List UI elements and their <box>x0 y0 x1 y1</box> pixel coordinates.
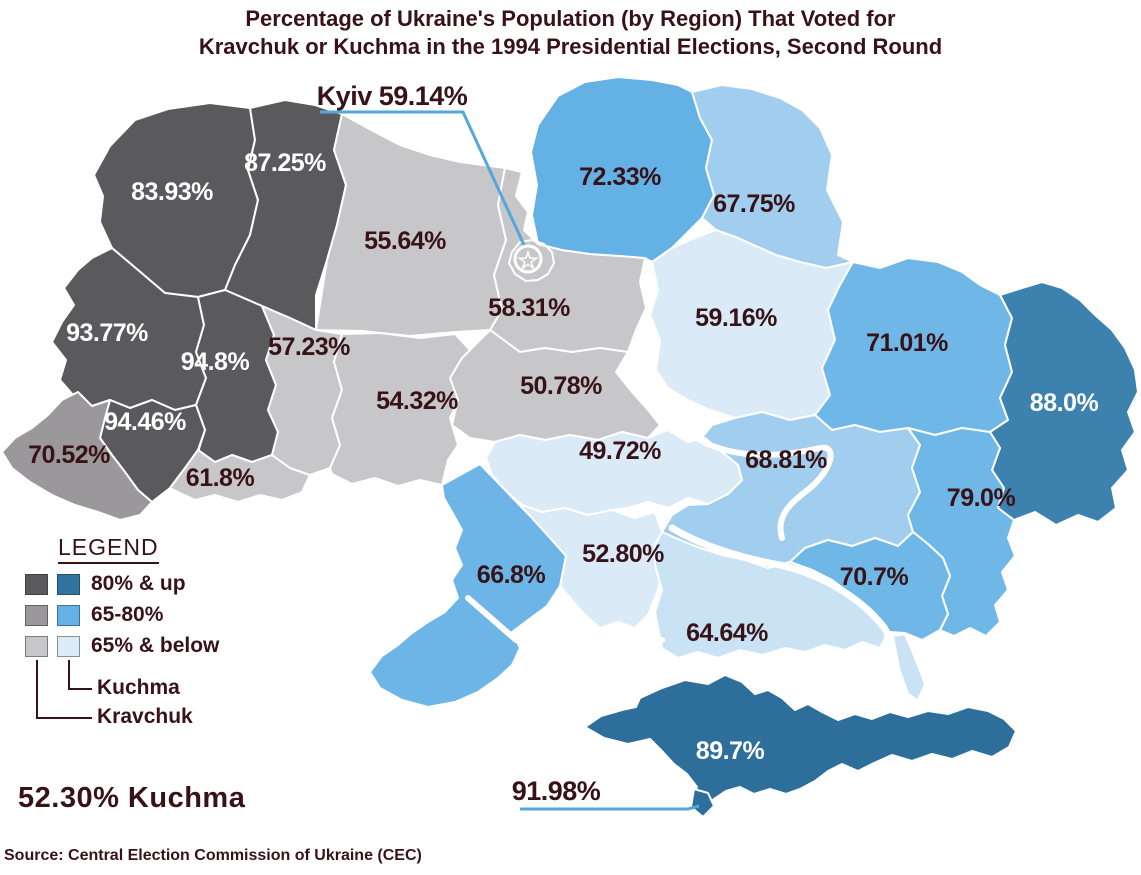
label-volyn: 83.93% <box>131 178 213 206</box>
legend-label-65-below: 65% & below <box>91 634 220 657</box>
label-khmelnytskyi: 57.23% <box>268 333 350 361</box>
label-donetsk: 79.0% <box>947 484 1016 512</box>
region-chernihiv <box>530 76 715 263</box>
legend-label-65-80: 65-80% <box>91 603 164 626</box>
swatch-kravchuk-light <box>25 635 48 657</box>
overall-result: 52.30% Kuchma <box>18 782 246 814</box>
label-vinnytsia: 54.32% <box>376 387 458 415</box>
region-donetsk <box>907 427 1016 637</box>
page-title: Percentage of Ukraine's Population (by R… <box>0 5 1141 61</box>
label-crimea: 89.7% <box>696 737 765 765</box>
label-kherson: 64.64% <box>686 619 768 647</box>
label-sumy: 67.75% <box>713 190 795 218</box>
label-luhansk: 88.0% <box>1030 389 1099 417</box>
legend-row-80-up: 80% & up <box>25 572 285 595</box>
label-lviv: 93.77% <box>66 319 148 347</box>
label-kharkiv: 71.01% <box>866 329 948 357</box>
region-zakarpattia <box>1 391 153 521</box>
kyiv-annotation-label: Kyiv 59.14% <box>317 81 468 111</box>
kyiv-star-icon: ★ <box>518 249 538 274</box>
title-line-2: Kravchuk or Kuchma in the 1994 President… <box>198 34 943 59</box>
swatch-kuchma-mid <box>57 604 80 626</box>
region-odesa <box>369 463 567 708</box>
region-kherson-arabat-spit <box>892 633 926 701</box>
label-ivano-frankivsk: 94.46% <box>104 408 186 436</box>
legend-label-80-up: 80% & up <box>91 572 186 595</box>
map-regions <box>1 76 1139 818</box>
source-note: Source: Central Election Commission of U… <box>4 847 422 864</box>
legend-bracket-kravchuk <box>36 660 92 719</box>
region-crimea <box>584 674 1017 812</box>
legend: LEGEND 80% & up 65-80% 65% & below Kuchm… <box>25 534 285 728</box>
label-poltava: 59.16% <box>695 304 777 332</box>
legend-candidate-kuchma: Kuchma <box>97 676 180 699</box>
label-zaporizhzhia: 70.7% <box>840 563 909 591</box>
region-zhytomyr <box>315 113 507 337</box>
label-odesa: 66.8% <box>477 561 546 589</box>
label-zakarpattia: 70.52% <box>28 441 110 469</box>
region-kyiv-oblast <box>489 167 647 353</box>
swatch-kuchma-light <box>57 635 80 657</box>
kyiv-city-marker: ★ <box>507 238 556 283</box>
label-cherkasy: 50.78% <box>520 372 602 400</box>
label-ternopil: 94.8% <box>181 348 250 376</box>
label-dnipropetrovsk: 68.81% <box>745 446 827 474</box>
label-chernihiv: 72.33% <box>579 163 661 191</box>
swatch-kravchuk-dark <box>25 573 48 595</box>
region-khmelnytskyi <box>261 305 343 476</box>
legend-row-65-80: 65-80% <box>25 603 285 626</box>
label-rivne: 87.25% <box>244 149 326 177</box>
legend-heading: LEGEND <box>58 534 159 564</box>
kyiv-city-circle <box>513 244 543 274</box>
dnieper-river <box>465 437 892 654</box>
label-zhytomyr: 55.64% <box>364 227 446 255</box>
title-line-1: Percentage of Ukraine's Population (by R… <box>245 6 896 31</box>
label-chernivtsi: 61.8% <box>186 464 255 492</box>
sevastopol-annotation-label: 91.98% <box>512 776 601 806</box>
label-mykolaiv: 52.80% <box>582 540 664 568</box>
swatch-kuchma-dark <box>57 573 80 595</box>
legend-bracket-kuchma <box>68 660 92 690</box>
swatch-kravchuk-mid <box>25 604 48 626</box>
kyiv-leader-line <box>320 110 526 246</box>
legend-row-65-below: 65% & below <box>25 634 285 657</box>
region-labels: 83.93% 87.25% 93.77% 94.8% 94.46% 70.52%… <box>28 149 1099 765</box>
region-chernivtsi <box>169 449 311 503</box>
region-sevastopol <box>690 788 715 818</box>
label-kirovohrad: 49.72% <box>579 437 661 465</box>
label-kyiv-oblast: 58.31% <box>488 294 570 322</box>
sevastopol-leader-line <box>520 804 700 811</box>
legend-candidate-kravchuk: Kravchuk <box>97 705 193 728</box>
